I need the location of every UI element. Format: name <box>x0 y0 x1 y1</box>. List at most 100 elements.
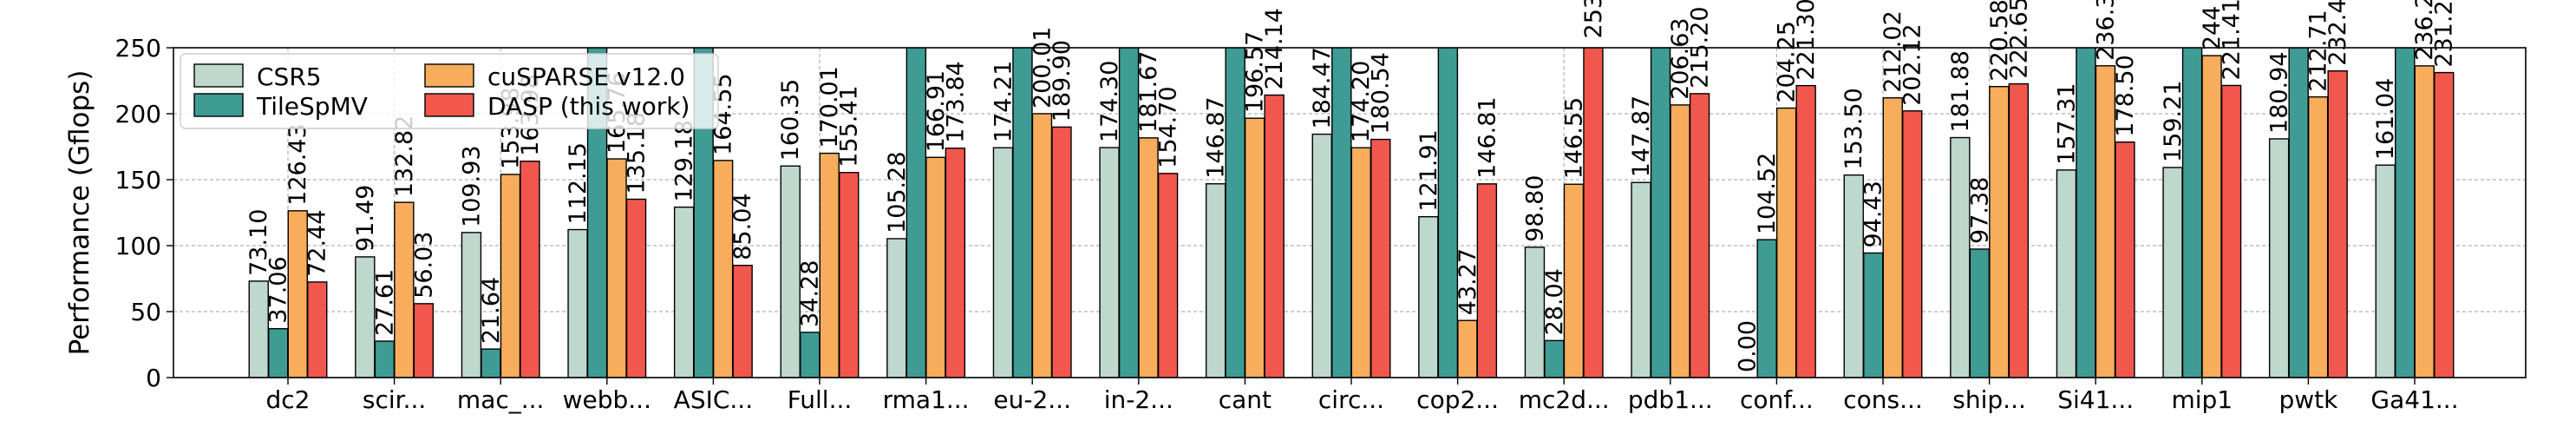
bar-value-label: 174.20 <box>1348 61 1375 142</box>
bar-value-label: 98.80 <box>1521 175 1548 242</box>
bar-value-label: 236.25 <box>2411 0 2438 61</box>
bar-value-label: 184.47 <box>1309 47 1336 128</box>
bar-value-label: 200.01 <box>1029 27 1056 108</box>
y-tick-label: 100 <box>115 232 161 260</box>
bar-cusparse-v12-0 <box>712 160 734 378</box>
bar-value-label: 157.31 <box>2053 82 2080 164</box>
bar-cusparse-v12-0 <box>1457 319 1478 378</box>
bar-value-label: 121.91 <box>1415 129 1442 211</box>
x-tick-label: dc2 <box>266 385 311 414</box>
bar-cusparse-v12-0 <box>1775 107 1797 378</box>
bar-cusparse-v12-0 <box>2307 95 2329 378</box>
bar-value-label: 155.41 <box>836 85 863 167</box>
bar-value-label: 126.43 <box>284 123 311 205</box>
bar-tilespmv <box>374 340 396 378</box>
bar-value-label: 146.87 <box>1203 96 1230 178</box>
bar-csr5 <box>2375 164 2396 378</box>
bar-dasp-this-work <box>839 172 860 378</box>
bar-dasp-this-work <box>1370 138 1391 378</box>
bar-dasp-this-work <box>413 303 435 378</box>
bar-value-label: 220.58 <box>1986 0 2013 82</box>
bar-value-label: 202.12 <box>1899 23 1926 105</box>
x-tick-label: ASIC... <box>674 385 753 414</box>
bar-value-label: 56.03 <box>410 232 437 299</box>
bar-value-label: 27.61 <box>371 269 398 336</box>
bar-cusparse-v12-0 <box>1350 147 1371 378</box>
legend-entry-label: cuSPARSE v12.0 <box>487 62 685 91</box>
x-tick-label: rma1... <box>883 385 970 414</box>
bar-dasp-this-work <box>945 148 966 378</box>
x-tick-label: cons... <box>1843 385 1923 414</box>
bar-dasp-this-work <box>1264 94 1285 378</box>
bar-value-label: 147.87 <box>1628 95 1655 177</box>
bar-value-label: 94.43 <box>1860 181 1887 247</box>
bar-dasp-this-work <box>732 265 753 378</box>
bar-dasp-this-work <box>1902 110 1923 378</box>
bar-value-label: 221.41 <box>2219 0 2246 80</box>
bars <box>248 48 2455 378</box>
y-tick-label: 250 <box>115 34 161 62</box>
x-tick-label: ship... <box>1952 385 2026 414</box>
bar-cusparse-v12-0 <box>2201 55 2222 378</box>
bar-value-label: 43.27 <box>1455 248 1481 315</box>
bar-value-label: 85.04 <box>729 193 756 260</box>
bar-value-label: 146.55 <box>1560 97 1587 179</box>
x-tick-label: Si41... <box>2057 385 2134 414</box>
bar-value-label: 91.49 <box>352 185 379 252</box>
bar-csr5 <box>2268 138 2290 378</box>
x-tick-label: scir... <box>363 385 426 414</box>
bar-value-label: 232.41 <box>2324 0 2351 66</box>
bar-cusparse-v12-0 <box>1138 137 1159 378</box>
x-tick-label: conf... <box>1740 385 1814 414</box>
bar-tilespmv <box>1969 248 1991 378</box>
bar-cusparse-v12-0 <box>1670 104 1690 378</box>
legend-entry-label: TileSpMV <box>256 92 368 121</box>
bar-csr5 <box>461 232 482 378</box>
legend-swatch <box>193 63 244 88</box>
bar-dasp-this-work <box>2220 84 2242 378</box>
legend-entry-label: DASP (this work) <box>487 92 690 121</box>
bar-value-label: 97.38 <box>1966 177 1993 244</box>
bar-value-label: 154.70 <box>1155 86 1182 168</box>
y-axis: 0 50 100 150 200 250 <box>115 34 173 392</box>
bar-value-label: 37.06 <box>265 256 292 323</box>
bar-value-label: 21.64 <box>478 277 505 344</box>
bar-value-label: 214.14 <box>1261 8 1288 89</box>
legend-entry-label: CSR5 <box>257 62 322 91</box>
bar-value-label: 166.91 <box>923 70 950 152</box>
bar-value-label: 153.50 <box>1840 88 1867 169</box>
bar-dasp-this-work <box>2115 141 2135 378</box>
bar-csr5 <box>1950 136 1971 378</box>
bar-csr5 <box>992 147 1014 378</box>
bar-value-label: 146.81 <box>1474 96 1500 178</box>
bar-dasp-this-work <box>2434 71 2455 378</box>
legend-swatch <box>193 93 244 117</box>
bar-dasp-this-work <box>1476 183 1498 378</box>
x-tick-label: mac_... <box>457 385 545 414</box>
bar-dasp-this-work <box>1795 84 1816 378</box>
bar-value-label: 109.93 <box>458 145 485 227</box>
bar-csr5 <box>2162 167 2183 378</box>
bar-value-label: 181.88 <box>1947 50 1974 132</box>
bar-csr5 <box>886 238 907 378</box>
bar-value-label: 112.15 <box>565 142 592 224</box>
bar-dasp-this-work <box>520 161 540 378</box>
bar-tilespmv <box>268 327 289 378</box>
x-tick-label: in-2... <box>1104 385 1174 414</box>
x-tick-label: Ga41... <box>2370 385 2458 414</box>
bar-value-label: 161.04 <box>2372 78 2399 160</box>
bar-dasp-this-work <box>1157 173 1179 378</box>
x-tick-label: webb... <box>563 385 651 414</box>
x-tick-label: Full... <box>788 385 853 414</box>
bar-cusparse-v12-0 <box>1244 117 1265 378</box>
bar-csr5 <box>1524 247 1546 378</box>
bar-value-label: 231.20 <box>2431 0 2458 68</box>
bar-value-label: 212.71 <box>2305 10 2332 91</box>
bar-value-label: 173.84 <box>942 61 969 142</box>
bar-cusparse-v12-0 <box>1031 113 1053 378</box>
bar-value-label: 196.57 <box>1242 31 1269 113</box>
bar-csr5 <box>2056 169 2077 378</box>
